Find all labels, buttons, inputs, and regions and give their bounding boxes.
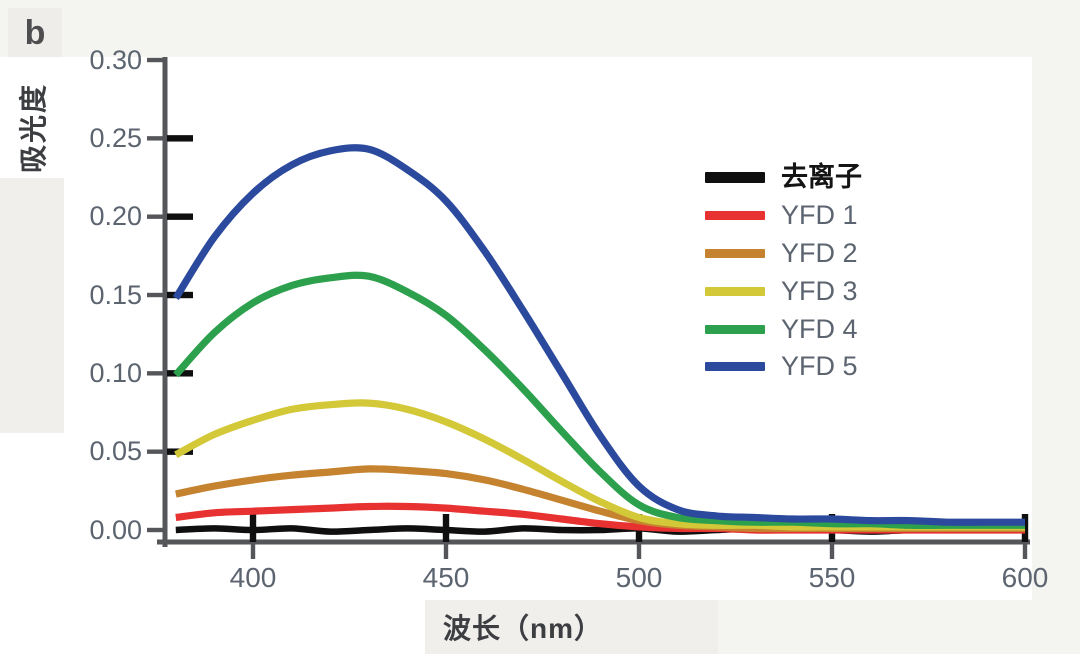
legend-item: 去离子: [705, 159, 862, 197]
legend-swatch: [705, 362, 765, 372]
x-tick-label: 550: [808, 562, 856, 593]
y-tick-outer: [147, 292, 165, 298]
x-axis-title-band: [425, 600, 718, 654]
legend: 去离子 YFD 1 YFD 2 YFD 3 YFD 4 YFD 5: [705, 159, 862, 386]
legend-item: YFD 2: [705, 235, 862, 273]
x-tick-label: 600: [1001, 562, 1049, 593]
legend-label: YFD 3: [781, 275, 858, 306]
y-tick-inner: [167, 213, 193, 220]
y-tick-inner: [167, 135, 193, 142]
y-tick-outer: [147, 371, 165, 376]
y-tick-label: 0.05: [89, 436, 142, 467]
legend-swatch: [705, 172, 765, 184]
panel-label: b: [24, 13, 46, 52]
legend-swatch: [705, 286, 765, 296]
x-tick-outer: [443, 542, 449, 559]
y-tick-label: 0.00: [89, 514, 142, 545]
y-tick-label: 0.10: [89, 357, 142, 388]
panel-badge: b: [8, 8, 62, 57]
y-tick-label: 0.25: [89, 122, 142, 153]
legend-label: 去离子: [781, 162, 862, 193]
x-tick-outer: [829, 542, 835, 559]
legend-item: YFD 3: [705, 272, 862, 310]
curve-yfd-4: [173, 271, 1025, 530]
top-gray-strip: [0, 0, 1080, 57]
x-tick-outer: [636, 542, 642, 559]
y-tick-label: 0.15: [89, 279, 142, 310]
x-tick-label: 500: [615, 562, 663, 593]
x-tick-outer: [1022, 542, 1028, 559]
right-gray-strip: [1032, 0, 1080, 654]
curve-yfd-5: [172, 144, 1025, 526]
legend-label: YFD 2: [781, 237, 858, 268]
x-tick-label: 450: [422, 562, 470, 593]
x-axis-line: [157, 539, 1030, 545]
y-tick-outer: [147, 527, 165, 533]
x-tick-label: 400: [229, 562, 277, 593]
y-axis-title-band: [0, 178, 64, 433]
legend-label: YFD 5: [781, 351, 858, 382]
y-tick-outer: [147, 214, 165, 219]
bottom-right-gray-strip: [718, 600, 1080, 654]
legend-item: YFD 4: [705, 310, 862, 348]
legend-swatch: [705, 211, 765, 221]
legend-label: YFD 1: [781, 200, 858, 231]
x-axis-title: 波长（nm）: [443, 613, 604, 644]
y-tick-outer: [147, 136, 165, 141]
y-axis-line: [162, 57, 168, 547]
y-tick-label: 0.30: [89, 44, 142, 75]
y-tick-outer: [147, 57, 165, 63]
legend-label: YFD 4: [781, 313, 858, 344]
legend-swatch: [705, 248, 765, 258]
legend-item: YFD 1: [705, 197, 862, 235]
legend-swatch: [705, 324, 765, 334]
x-tick-outer: [250, 542, 256, 559]
y-tick-outer: [147, 449, 165, 454]
y-tick-label: 0.20: [89, 201, 142, 232]
legend-item: YFD 5: [705, 348, 862, 386]
